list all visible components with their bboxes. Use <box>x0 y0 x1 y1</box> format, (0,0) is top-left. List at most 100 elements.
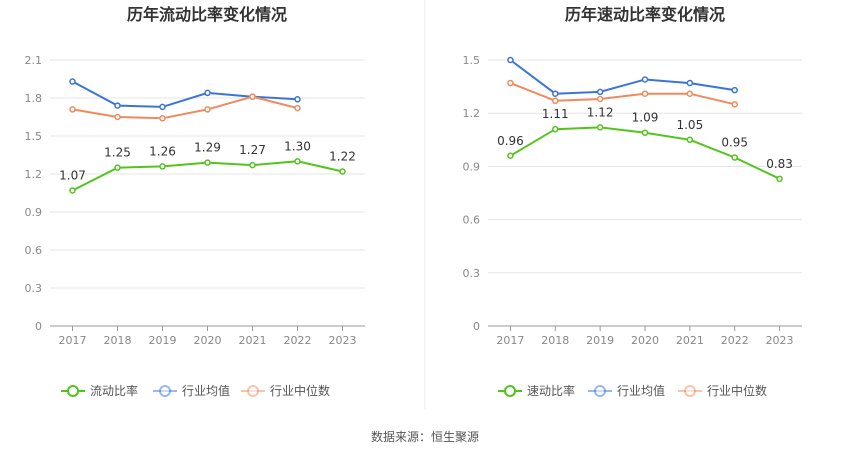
data-label: 1.11 <box>542 107 569 121</box>
data-point <box>731 86 738 94</box>
data-point <box>114 102 121 109</box>
y-tick-label: 1.2 <box>463 107 481 120</box>
series-own: 0.96 1.11 1.12 1.09 1.05 0.95 0.83 <box>497 105 793 183</box>
data-label: 0.95 <box>721 136 748 150</box>
data-point <box>596 88 604 96</box>
data-point <box>204 159 211 166</box>
series-own: 1.07 1.25 1.26 1.29 1.27 1.30 1.22 <box>59 139 356 194</box>
legend-item-avg[interactable]: 行业均值 <box>153 383 230 398</box>
current-ratio-chart: 历年流动比率变化情况 0 0.3 0.6 0.9 1.2 1.5 1.8 2.1 2017 2018… <box>25 5 365 398</box>
legend-swatch-marker <box>159 385 171 397</box>
x-tick-label: 2018 <box>541 334 569 347</box>
data-point <box>159 103 166 111</box>
series-median <box>69 93 301 122</box>
data-point <box>114 113 121 121</box>
data-point <box>69 106 76 113</box>
x-tick-label: 2019 <box>149 334 177 347</box>
data-label: 1.09 <box>632 111 659 125</box>
legend-swatch-marker <box>684 385 696 397</box>
x-tick-label: 2019 <box>586 334 614 347</box>
data-point <box>686 79 694 87</box>
data-point <box>686 136 694 144</box>
data-point <box>641 76 649 83</box>
legend-item-own[interactable]: 速动比率 <box>498 383 575 398</box>
data-point <box>641 90 649 97</box>
y-tick-label: 0.9 <box>25 206 43 219</box>
data-point <box>596 95 604 103</box>
series-line <box>72 80 298 108</box>
y-tick-label: 2.1 <box>25 54 43 67</box>
x-tick-label: 2023 <box>329 334 357 347</box>
y-tick-label: 0.6 <box>463 214 481 227</box>
series-line <box>509 59 735 95</box>
data-source-note: 数据来源：恒生聚源 <box>371 429 479 444</box>
legend-swatch-marker <box>594 385 606 397</box>
y-tick-label: 1.8 <box>25 92 43 105</box>
data-point <box>507 79 514 87</box>
legend-item-own[interactable]: 流动比率 <box>61 383 138 398</box>
data-label: 1.25 <box>104 146 131 160</box>
data-point <box>204 89 211 97</box>
data-point <box>204 106 211 113</box>
x-tick-label: 2021 <box>676 334 704 347</box>
y-tick-label: 1.5 <box>463 54 481 67</box>
y-tick-label: 0 <box>35 320 42 333</box>
x-tick-label: 2022 <box>284 334 312 347</box>
data-point <box>249 93 256 100</box>
y-tick-label: 0.3 <box>463 267 481 280</box>
series-line <box>72 95 298 120</box>
data-point <box>641 129 649 136</box>
x-tick-label: 2018 <box>104 334 132 347</box>
data-point <box>69 187 76 194</box>
data-label: 1.05 <box>676 118 703 132</box>
legend-label: 行业均值 <box>182 383 230 398</box>
data-point <box>507 152 514 160</box>
y-tick-label: 1.5 <box>25 130 43 143</box>
series-line <box>510 82 735 106</box>
data-label: 1.29 <box>194 141 221 155</box>
data-point <box>552 125 559 133</box>
data-point <box>507 56 514 64</box>
y-tick-label: 0.9 <box>463 160 481 173</box>
data-label: 1.27 <box>239 143 266 157</box>
x-tick-label: 2023 <box>766 334 794 347</box>
data-label: 1.22 <box>329 149 356 163</box>
x-tick-label: 2017 <box>59 334 87 347</box>
legend-label: 行业均值 <box>617 383 665 398</box>
legend-label: 行业中位数 <box>270 383 330 398</box>
data-point <box>686 90 694 97</box>
data-label: 0.83 <box>766 157 793 171</box>
data-point <box>776 175 783 183</box>
data-label: 1.26 <box>149 144 176 158</box>
data-point <box>294 96 301 103</box>
chart-title: 历年速动比率变化情况 <box>565 5 725 24</box>
x-tick-label: 2022 <box>721 334 749 347</box>
data-label: 1.07 <box>59 168 86 182</box>
legend-label: 流动比率 <box>90 383 138 398</box>
series-avg <box>69 78 301 111</box>
data-point <box>552 97 559 105</box>
legend-label: 速动比率 <box>527 383 575 398</box>
y-tick-label: 0.3 <box>25 282 43 295</box>
legend-item-avg[interactable]: 行业均值 <box>588 383 665 398</box>
data-label: 0.96 <box>497 134 524 148</box>
legend-item-median[interactable]: 行业中位数 <box>678 383 767 398</box>
data-point <box>114 164 121 171</box>
data-label: 1.12 <box>587 105 614 119</box>
legend-swatch-marker <box>67 385 79 397</box>
data-point <box>69 78 76 85</box>
legend-swatch-marker <box>247 385 259 397</box>
data-point <box>294 158 301 165</box>
legend-item-median[interactable]: 行业中位数 <box>241 383 330 398</box>
data-point <box>249 161 256 169</box>
data-point <box>339 168 346 175</box>
data-point <box>596 124 604 131</box>
chart-title: 历年流动比率变化情况 <box>127 5 287 24</box>
data-point <box>294 104 301 112</box>
x-tick-label: 2021 <box>239 334 267 347</box>
x-tick-label: 2020 <box>631 334 659 347</box>
series-avg <box>507 56 738 97</box>
series-median <box>507 79 738 108</box>
legend-label: 行业中位数 <box>707 383 767 398</box>
